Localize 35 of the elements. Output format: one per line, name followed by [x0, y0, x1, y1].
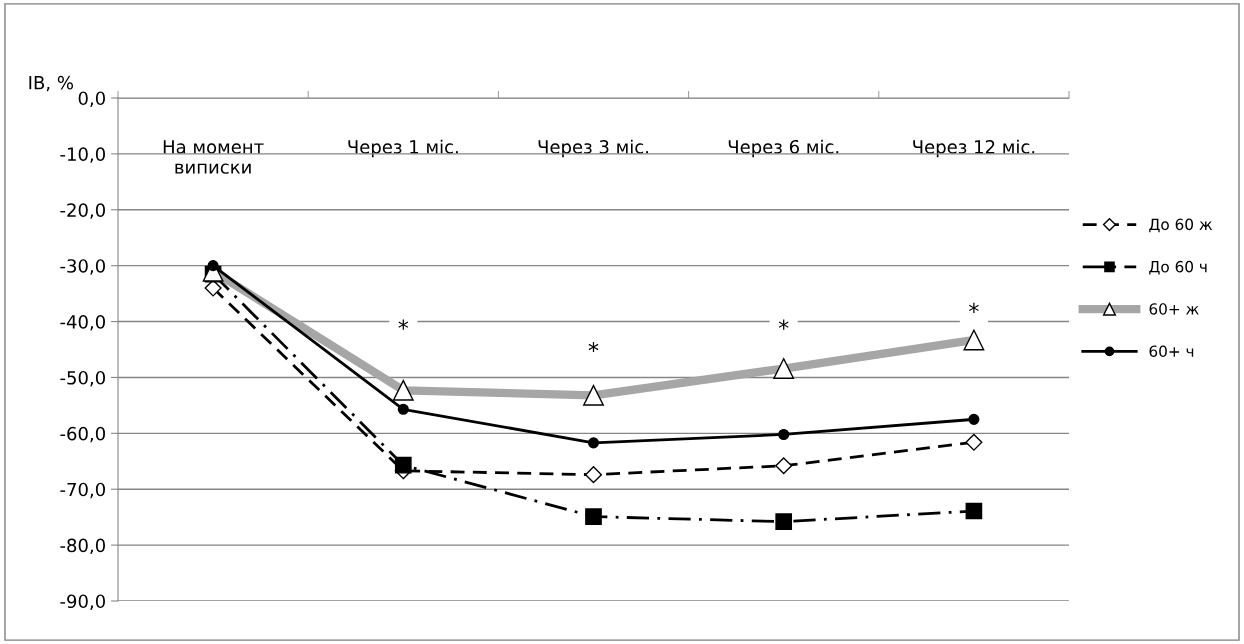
legend-label: До 60 ч	[1149, 260, 1207, 275]
point	[778, 428, 790, 441]
annotation: *	[588, 341, 599, 353]
y-tick-label: -80,0	[60, 538, 105, 555]
y-tick-label: -30,0	[60, 259, 105, 275]
y-tick-label: -40,0	[60, 315, 105, 331]
y-tick-label: -60,0	[60, 426, 105, 443]
annotation: *	[969, 302, 979, 313]
y-axis-title: IB, %	[29, 75, 74, 92]
x-tick-label: На момент виписки	[163, 140, 264, 174]
annotation: *	[778, 319, 789, 330]
y-tick-label: -90,0	[60, 594, 105, 610]
x-tick-label: Через 6 міс.	[728, 139, 839, 158]
point	[584, 466, 603, 484]
point	[968, 413, 980, 425]
legend-label: 60+ ч	[1149, 345, 1194, 357]
point	[965, 433, 983, 451]
point	[397, 403, 409, 415]
y-tick-label: 0,0	[78, 91, 105, 107]
point	[775, 457, 793, 475]
x-tick-label: Через 3 міс.	[538, 139, 649, 158]
y-tick-label: -20,0	[60, 203, 105, 219]
annotation: *	[398, 319, 409, 330]
point	[394, 456, 412, 474]
legend-label: 60+ ж	[1149, 303, 1199, 315]
legend-label: До 60 ж	[1149, 218, 1213, 233]
point	[587, 437, 600, 449]
x-tick-label: Через 12 міс.	[913, 139, 1035, 158]
x-tick-label: Через 1 міс.	[348, 139, 458, 158]
point	[965, 502, 983, 520]
point	[775, 513, 793, 530]
y-tick-label: -10,0	[60, 147, 105, 163]
y-tick-label: -70,0	[60, 482, 105, 499]
point	[585, 508, 602, 525]
y-tick-label: -50,0	[60, 370, 105, 387]
